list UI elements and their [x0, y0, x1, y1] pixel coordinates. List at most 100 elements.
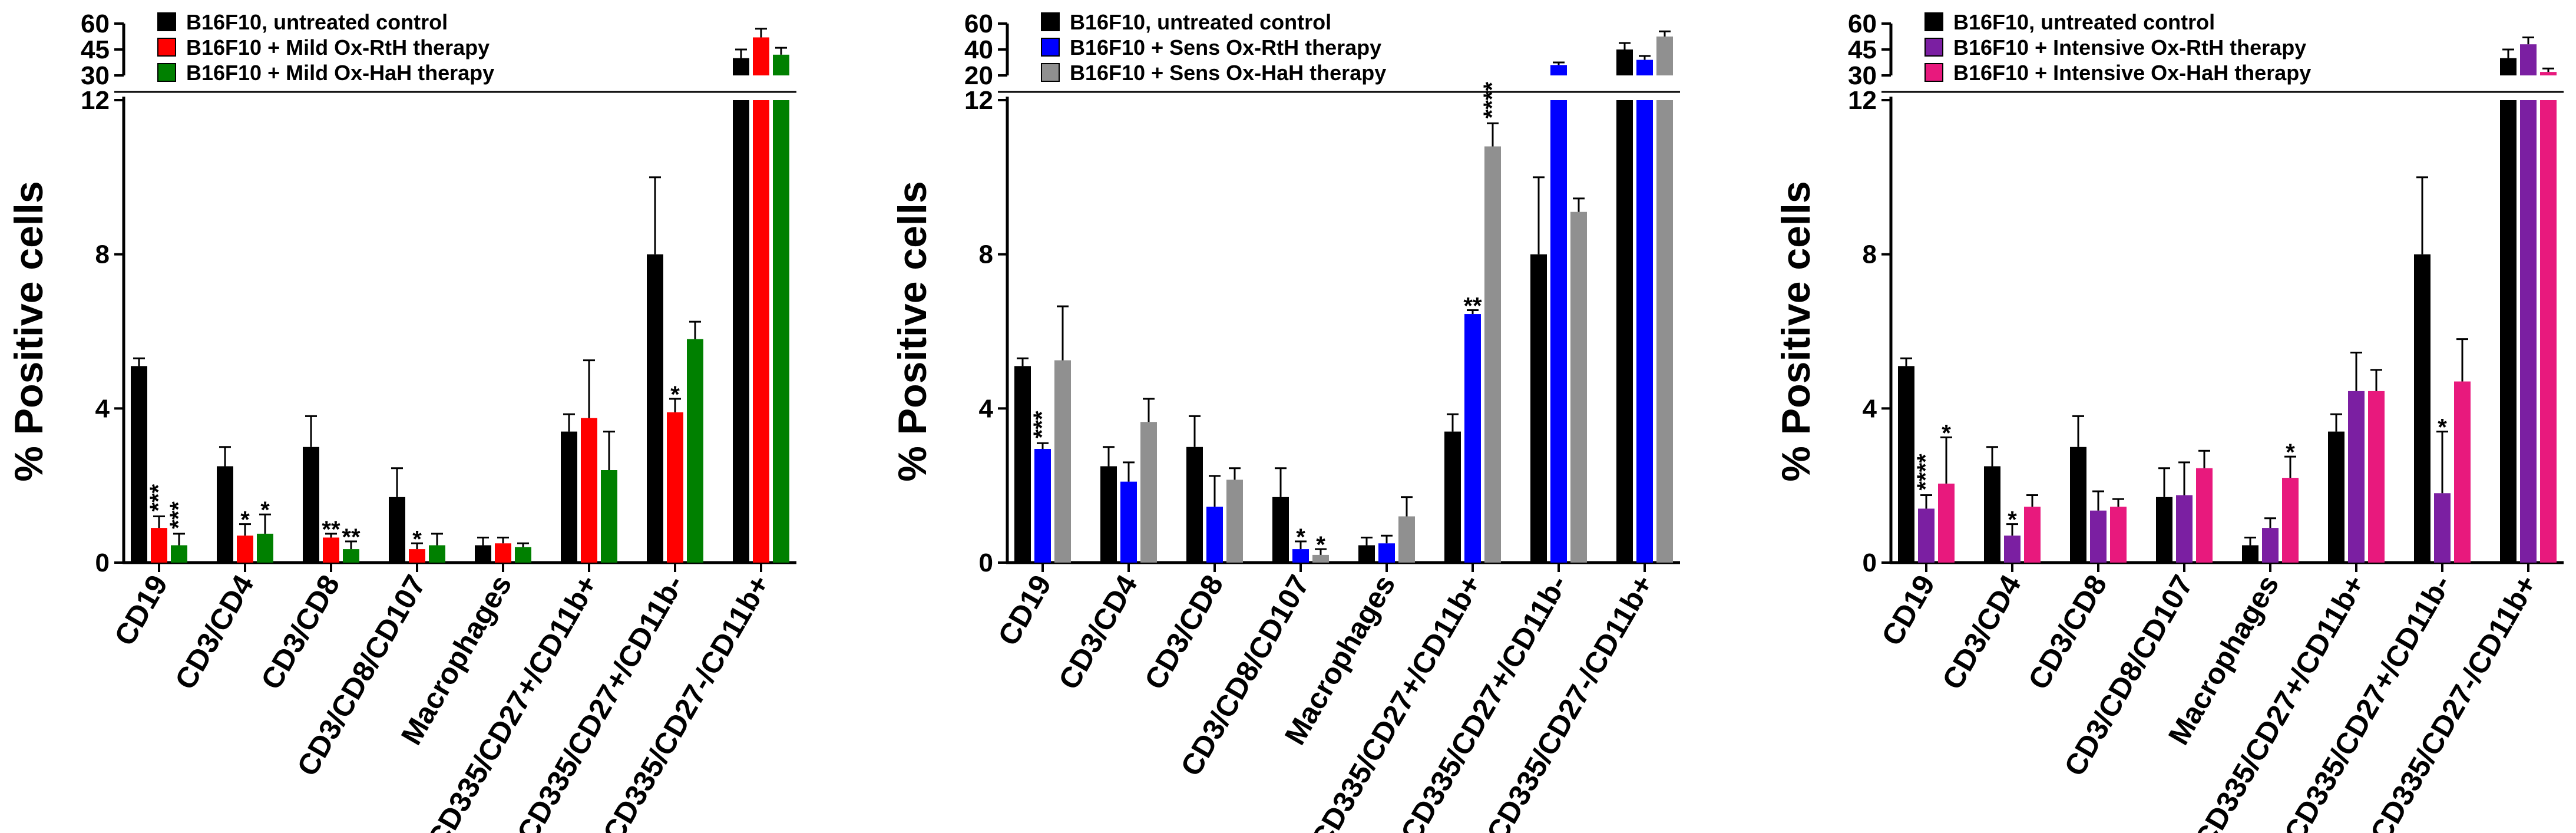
- bar: [2242, 545, 2258, 563]
- bar: [257, 533, 273, 563]
- bar: [1464, 314, 1481, 563]
- significance-label: *: [1942, 420, 1951, 446]
- y-tick-label: 30: [1848, 61, 1877, 90]
- bar: [515, 547, 531, 563]
- category-label: CD3/CD8: [1138, 570, 1229, 695]
- bar: [131, 366, 147, 563]
- legend-swatch: [157, 63, 176, 82]
- significance-label: *: [2286, 439, 2295, 465]
- bar: [1984, 466, 2000, 563]
- bar: [2348, 391, 2365, 563]
- bar: [2454, 381, 2471, 563]
- category-label: CD19: [108, 570, 174, 652]
- legend-swatch: [1924, 63, 1943, 82]
- y-tick-label: 60: [1848, 9, 1877, 38]
- bar: [687, 339, 703, 563]
- bar: [1484, 146, 1501, 563]
- y-axis-label: % Positive cells: [6, 181, 51, 481]
- bar: [303, 447, 319, 563]
- y-tick-label: 30: [81, 61, 110, 90]
- bar: [1292, 549, 1309, 563]
- y-axis-label: % Positive cells: [890, 181, 935, 481]
- bar: [2282, 478, 2299, 563]
- significance-label: ***: [166, 501, 191, 529]
- y-axis-label: % Positive cells: [1774, 181, 1818, 481]
- legend-swatch: [157, 12, 176, 31]
- significance-label: *: [2438, 415, 2447, 441]
- bar-upper: [773, 54, 789, 75]
- bar-upper: [753, 37, 769, 75]
- legend-label: B16F10, untreated control: [186, 10, 448, 34]
- legend-label: B16F10, untreated control: [1070, 10, 1331, 34]
- bar: [581, 418, 597, 563]
- bar: [2540, 100, 2557, 563]
- bar: [1206, 507, 1223, 563]
- bar: [171, 545, 187, 563]
- bar-upper: [2500, 58, 2517, 75]
- significance-label: *: [412, 526, 422, 552]
- y-tick-label: 45: [81, 35, 110, 64]
- y-tick-label: 20: [964, 61, 993, 90]
- bar: [151, 528, 167, 563]
- bar: [429, 545, 445, 563]
- legend-label: B16F10 + Sens Ox-HaH therapy: [1070, 61, 1386, 85]
- bar: [1444, 431, 1461, 563]
- bar: [1358, 545, 1375, 563]
- y-tick-label: 60: [81, 9, 110, 38]
- legend-label: B16F10 + Intensive Ox-RtH therapy: [1953, 35, 2306, 60]
- bar: [343, 549, 359, 563]
- bar: [2070, 447, 2086, 563]
- bar: [1656, 100, 1673, 563]
- y-tick-label: 40: [964, 35, 993, 64]
- bar: [2004, 536, 2021, 563]
- bar: [1312, 554, 1329, 563]
- significance-label: ****: [1479, 82, 1505, 119]
- bar: [733, 100, 749, 563]
- bar: [1054, 360, 1071, 563]
- bar: [2434, 493, 2451, 563]
- y-tick-label: 0: [95, 548, 110, 577]
- significance-label: ***: [146, 484, 171, 511]
- bar-upper: [1636, 60, 1653, 75]
- bar: [2196, 468, 2213, 563]
- bar: [1226, 480, 1243, 563]
- bar: [1898, 366, 1914, 563]
- bar-upper: [1656, 37, 1673, 75]
- y-tick-label: 0: [1863, 548, 1877, 577]
- y-tick-label: 4: [979, 394, 994, 423]
- bar: [1570, 211, 1587, 563]
- legend-swatch: [157, 38, 176, 57]
- bar: [495, 543, 511, 563]
- significance-label: *: [260, 497, 270, 523]
- significance-label: **: [322, 517, 340, 543]
- y-tick-label: 8: [1863, 240, 1877, 269]
- significance-label: ****: [1913, 454, 1939, 491]
- y-tick-label: 4: [1863, 394, 1877, 423]
- legend-swatch: [1041, 63, 1060, 82]
- bar: [323, 537, 339, 563]
- category-label: CD3/CD4: [168, 569, 260, 695]
- bar: [1398, 516, 1415, 563]
- category-label: CD3/CD4: [1936, 569, 2028, 695]
- bar: [389, 497, 405, 563]
- legend-label: B16F10 + Intensive Ox-HaH therapy: [1953, 61, 2311, 85]
- legend-swatch: [1924, 38, 1943, 57]
- bar: [475, 545, 491, 563]
- significance-label: ***: [1029, 411, 1055, 438]
- legend-label: B16F10 + Mild Ox-HaH therapy: [186, 61, 494, 85]
- bar: [1034, 449, 1051, 563]
- significance-label: *: [240, 507, 250, 533]
- bar: [1140, 422, 1157, 563]
- bar: [2262, 528, 2279, 563]
- bar-upper: [1616, 49, 1633, 75]
- bar: [217, 466, 233, 563]
- bar-upper: [733, 58, 749, 75]
- bar: [1378, 543, 1395, 563]
- bar: [2110, 507, 2127, 563]
- bar: [601, 470, 617, 563]
- legend-swatch: [1924, 12, 1943, 31]
